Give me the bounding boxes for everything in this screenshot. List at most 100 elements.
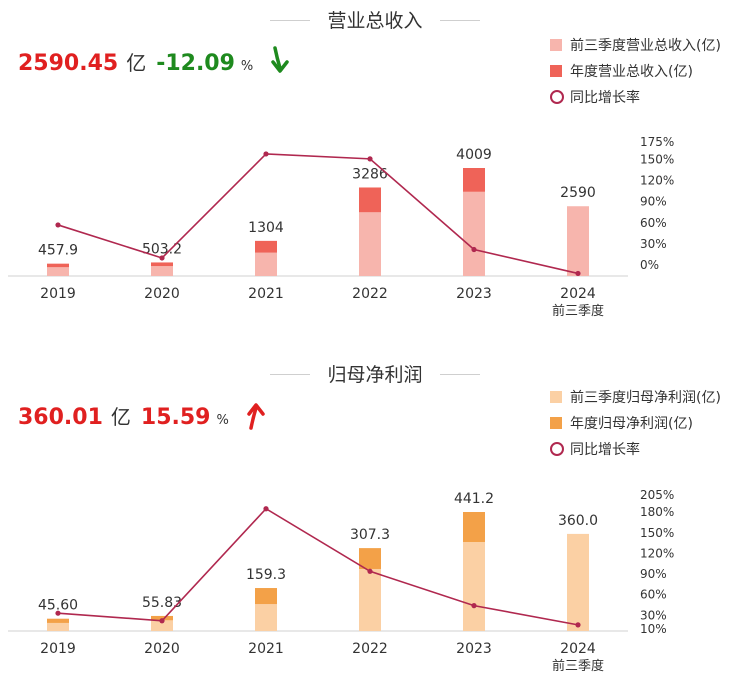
growth-point: [367, 568, 373, 574]
right-axis-tick: 90%: [640, 567, 667, 581]
bar-q3: [567, 533, 589, 631]
legend-item-annual[interactable]: 年度归母净利润(亿): [550, 410, 721, 436]
data-label: 441.2: [454, 491, 494, 507]
data-label: 503.2: [142, 241, 182, 257]
bar-q3: [567, 206, 589, 276]
data-label: 4009: [456, 147, 492, 163]
right-axis-tick: 90%: [640, 195, 667, 209]
growth-point: [55, 222, 61, 228]
bar-q3: [359, 212, 381, 276]
x-tick-sublabel: 前三季度: [552, 303, 604, 319]
bar-q3: [255, 604, 277, 631]
legend-ring-icon: [550, 442, 564, 456]
growth-point: [55, 610, 61, 616]
arrow-down-icon: [271, 46, 289, 73]
data-label: 1304: [248, 220, 284, 236]
bar-q3: [359, 568, 381, 631]
x-tick-label: 2022: [352, 641, 388, 657]
right-axis-tick: 10%: [640, 622, 667, 636]
arrow-up-icon: [246, 403, 265, 430]
data-label: 45.60: [38, 598, 78, 614]
data-label: 3286: [352, 166, 388, 182]
bar-q3: [255, 252, 277, 276]
right-axis-tick: 175%: [640, 135, 674, 149]
legend-swatch-q3: [550, 39, 562, 51]
bar-q3: [151, 620, 173, 631]
profit-pct-sign: %: [216, 413, 229, 428]
right-axis-tick: 0%: [640, 258, 659, 272]
x-tick-label: 2020: [144, 641, 180, 657]
title-rule-right: [440, 374, 480, 375]
growth-point: [471, 603, 477, 609]
right-axis-tick: 120%: [640, 174, 674, 188]
right-axis-tick: 150%: [640, 526, 674, 540]
x-tick-label: 2023: [456, 641, 492, 657]
legend-swatch-annual: [550, 65, 562, 77]
legend-item-growth[interactable]: 同比增长率: [550, 436, 721, 462]
bar-q3: [463, 191, 485, 276]
legend-item-annual[interactable]: 年度营业总收入(亿): [550, 58, 721, 84]
growth-point: [471, 246, 477, 253]
revenue-value: 2590.45: [18, 51, 119, 76]
x-tick-label: 2020: [144, 286, 180, 302]
title-rule-left: [270, 374, 310, 375]
x-tick-label: 2019: [40, 641, 76, 657]
data-label: 55.83: [142, 595, 182, 611]
profit-unit: 亿: [110, 405, 131, 429]
right-axis-tick: 120%: [640, 546, 674, 560]
profit-panel: 归母净利润 360.01 亿 15.59% 前三季度归母净利润(亿) 年度归母净利润…: [0, 340, 750, 681]
growth-point: [159, 618, 165, 624]
bar-q3: [151, 266, 173, 276]
growth-point: [159, 255, 165, 261]
bar-q3: [47, 267, 69, 276]
x-tick-label: 2022: [352, 286, 388, 302]
data-label: 2590: [560, 185, 596, 201]
title-rule-left: [270, 20, 310, 21]
revenue-yoy-pct: -12.09: [156, 51, 235, 76]
right-axis-tick: 60%: [640, 588, 667, 602]
right-axis-tick: 150%: [640, 153, 674, 167]
revenue-unit: 亿: [126, 51, 147, 75]
revenue-headline: 2590.45 亿 -12.09%: [18, 46, 291, 76]
legend-swatch-q3: [550, 391, 562, 403]
profit-chart: 45.60 2019 55.83 2020 159.3 2021 307.3 2022 441.…: [8, 488, 674, 674]
profit-value: 360.01: [18, 405, 103, 430]
profit-chart-title: 归母净利润: [327, 364, 423, 386]
profit-legend: 前三季度归母净利润(亿) 年度归母净利润(亿) 同比增长率: [550, 384, 721, 462]
revenue-legend: 前三季度营业总收入(亿) 年度营业总收入(亿) 同比增长率: [550, 32, 721, 110]
growth-point: [263, 506, 269, 512]
legend-item-growth[interactable]: 同比增长率: [550, 84, 721, 110]
right-axis-tick: 205%: [640, 488, 674, 502]
right-axis-tick: 30%: [640, 237, 667, 251]
x-tick-label: 2024: [560, 286, 596, 302]
legend-item-q3[interactable]: 前三季度归母净利润(亿): [550, 384, 721, 410]
x-tick-label: 2021: [248, 286, 284, 302]
legend-item-q3[interactable]: 前三季度营业总收入(亿): [550, 32, 721, 58]
revenue-panel: 营业总收入 2590.45 亿 -12.09% 前三季度营业总收入(亿) 年度营业总…: [0, 0, 750, 340]
growth-point: [367, 156, 373, 162]
bar-q3: [463, 541, 485, 631]
profit-headline: 360.01 亿 15.59%: [18, 400, 267, 430]
x-tick-label: 2019: [40, 286, 76, 302]
x-tick-label: 2021: [248, 641, 284, 657]
right-axis-tick: 60%: [640, 216, 667, 230]
right-axis-tick: 180%: [640, 505, 674, 519]
revenue-chart-title: 营业总收入: [327, 10, 423, 32]
x-tick-label: 2024: [560, 641, 596, 657]
bar-q3: [47, 622, 69, 631]
data-label: 307.3: [350, 527, 390, 543]
legend-swatch-annual: [550, 417, 562, 429]
data-label: 457.9: [38, 243, 78, 259]
revenue-pct-sign: %: [240, 59, 254, 74]
growth-point: [575, 622, 581, 628]
growth-point: [575, 270, 581, 277]
revenue-chart: 457.9 2019 503.2 2020 1304 2021 3286 2022 4009 20…: [8, 135, 674, 319]
growth-line: [57, 153, 579, 275]
growth-point: [263, 151, 269, 157]
data-label: 159.3: [246, 567, 286, 583]
data-label: 360.0: [558, 513, 598, 529]
title-rule-right: [440, 20, 480, 21]
profit-yoy-pct: 15.59: [140, 405, 211, 430]
x-tick-sublabel: 前三季度: [552, 658, 604, 674]
growth-line: [57, 507, 579, 626]
